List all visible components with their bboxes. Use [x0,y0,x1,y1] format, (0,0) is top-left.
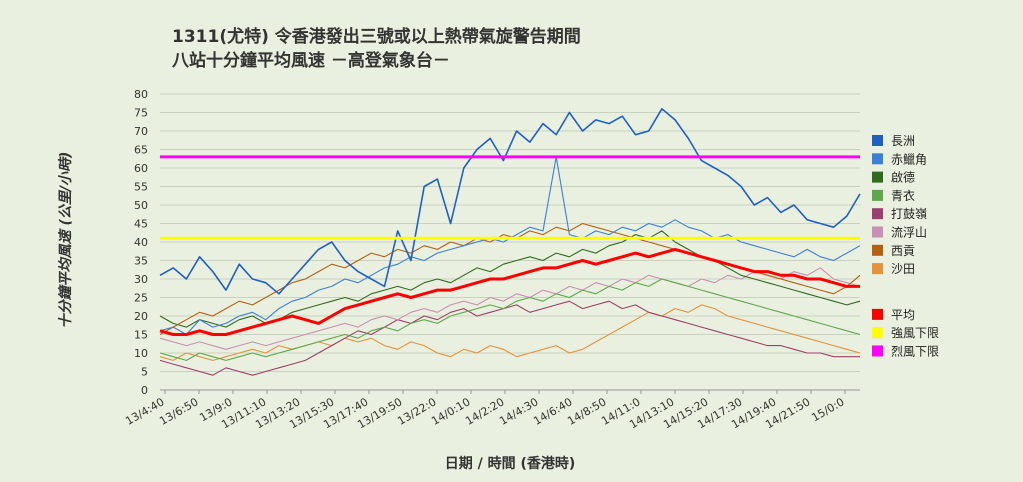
series-line-9 [159,247,860,336]
legend-label: 赤鱲角 [891,152,927,166]
legend-label: 烈風下限 [891,344,939,358]
legend-label: 青衣 [891,188,915,203]
y-tick-label: 15 [134,329,148,342]
y-axis-ticks: 0 5 10 15 20 25 30 35 40 45 50 55 60 65 70 75 80 [134,88,148,397]
x-axis-label: 日期 / 時間 (香港時) [445,455,576,472]
y-tick-label: 10 [134,347,148,360]
y-tick-label: 45 [134,218,148,231]
legend-label: 平均 [891,308,915,322]
legend-swatch [872,327,883,339]
legend-label: 西貢 [891,244,915,258]
legend-swatch [872,226,883,238]
y-axis-label: 十分鐘平均風速 (公里/小時) [57,152,74,329]
y-tick-label: 20 [134,310,148,323]
series-lines [159,108,861,376]
legend-label: 啟德 [891,170,915,185]
legend-swatch [872,244,883,256]
grid-lines [160,93,860,391]
series-line-6 [159,267,861,350]
series-line-1 [159,108,861,295]
legend-label: 長洲 [891,134,915,148]
legend-swatch [872,153,883,165]
legend-label: 沙田 [891,262,915,276]
legend-swatch [872,135,883,146]
y-tick-label: 65 [134,144,148,157]
series-line-8 [159,304,861,361]
legend-swatch [872,308,883,320]
y-tick-label: 80 [134,88,148,101]
y-tick-label: 5 [141,366,148,379]
y-tick-label: 30 [134,273,148,286]
legend-label: 打鼓嶺 [891,207,927,221]
y-tick-label: 75 [134,107,148,120]
y-tick-label: 60 [134,162,148,175]
legend-swatch [872,189,883,201]
y-tick-label: 70 [134,125,148,138]
legend-swatch [872,345,883,357]
y-tick-label: 35 [134,255,148,268]
y-tick-label: 40 [134,236,148,249]
legend-swatch [872,171,883,183]
series-line-5 [159,300,860,376]
legend-swatch [872,208,883,220]
chart-title-line2: 八站十分鐘平均風速 －高登氣象台－ [172,50,450,71]
chart-title-line1: 1311(尤特) 令香港發出三號或以上熱帶氣旋警告期間 [172,26,581,47]
legend-label: 強風下限 [891,326,939,340]
y-tick-label: 50 [134,199,148,212]
y-tick-label: 0 [141,384,148,397]
legend-label: 流浮山 [891,226,927,240]
legend-swatch [872,263,883,275]
y-tick-label: 55 [134,181,148,194]
series-line-4 [159,278,861,361]
y-tick-label: 25 [134,292,148,305]
